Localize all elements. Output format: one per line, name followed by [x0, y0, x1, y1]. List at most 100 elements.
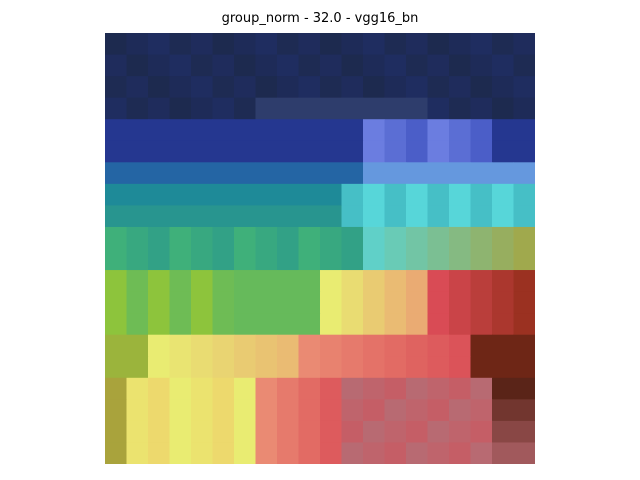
heatmap-cell [234, 248, 256, 271]
heatmap-cell [363, 313, 385, 336]
heatmap-cell [406, 162, 428, 185]
heatmap-cell [470, 248, 493, 271]
heatmap-canvas [105, 33, 535, 464]
heatmap-cell [298, 205, 321, 228]
heatmap-cell [126, 162, 149, 185]
heatmap-cell [169, 248, 192, 271]
heatmap-cell [234, 377, 256, 400]
heatmap-cell [191, 33, 213, 55]
heatmap-cell [126, 140, 149, 163]
heatmap-cell [169, 97, 192, 120]
heatmap-cell [470, 183, 493, 206]
heatmap-cell [406, 140, 428, 163]
heatmap-cell [384, 356, 407, 379]
heatmap-cell [341, 183, 364, 206]
heatmap-cell [148, 313, 170, 336]
heatmap-cell [255, 205, 278, 228]
heatmap-cell [449, 54, 471, 77]
heatmap-cell [212, 248, 235, 271]
heatmap-cell [191, 248, 213, 271]
heatmap-cell [341, 54, 364, 77]
heatmap-cell [341, 420, 364, 443]
heatmap-cell [320, 399, 342, 422]
heatmap-cell [427, 399, 450, 422]
heatmap-cell [492, 399, 514, 422]
heatmap-cell [169, 140, 192, 163]
heatmap-cell [277, 270, 299, 293]
heatmap-cell [406, 54, 428, 77]
heatmap-cell [341, 205, 364, 228]
heatmap-cell [255, 442, 278, 464]
heatmap-cell [298, 54, 321, 77]
heatmap-cell [105, 291, 127, 314]
heatmap-cell [126, 205, 149, 228]
heatmap-cell [427, 248, 450, 271]
heatmap-cell [449, 377, 471, 400]
heatmap-cell [234, 442, 256, 464]
heatmap-cell [255, 248, 278, 271]
heatmap-cell [277, 140, 299, 163]
heatmap-cell [105, 119, 127, 142]
heatmap-cell [126, 54, 149, 77]
heatmap-cell [255, 140, 278, 163]
heatmap-image [105, 33, 535, 464]
heatmap-cell [298, 140, 321, 163]
heatmap-cell [470, 119, 493, 142]
heatmap-cell [277, 33, 299, 55]
heatmap-cell [105, 54, 127, 77]
heatmap-cell [513, 119, 535, 142]
heatmap-cell [320, 183, 342, 206]
heatmap-cell [212, 140, 235, 163]
heatmap-cell [126, 377, 149, 400]
heatmap-cell [234, 270, 256, 293]
heatmap-cell [427, 377, 450, 400]
heatmap-cell [255, 356, 278, 379]
heatmap-cell [191, 356, 213, 379]
heatmap-cell [169, 291, 192, 314]
heatmap-cell [105, 33, 127, 55]
heatmap-cell [298, 97, 321, 120]
heatmap-cell [470, 226, 493, 249]
heatmap-cell [320, 334, 342, 357]
heatmap-cell [126, 76, 149, 99]
heatmap-cell [470, 291, 493, 314]
heatmap-cell [449, 97, 471, 120]
heatmap-cell [148, 270, 170, 293]
heatmap-cell [427, 334, 450, 357]
heatmap-cell [277, 76, 299, 99]
heatmap-cell [191, 226, 213, 249]
heatmap-cell [212, 162, 235, 185]
heatmap-cell [126, 291, 149, 314]
heatmap-cell [255, 119, 278, 142]
heatmap-cell [298, 162, 321, 185]
heatmap-cell [191, 97, 213, 120]
heatmap-cell [148, 54, 170, 77]
heatmap-cell [384, 54, 407, 77]
heatmap-cell [363, 205, 385, 228]
heatmap-cell [492, 291, 514, 314]
heatmap-cell [255, 334, 278, 357]
heatmap-cell [470, 334, 493, 357]
heatmap-cell [427, 76, 450, 99]
heatmap-cell [255, 76, 278, 99]
heatmap-cell [384, 270, 407, 293]
heatmap-cell [384, 248, 407, 271]
heatmap-cell [406, 377, 428, 400]
heatmap-cell [169, 442, 192, 464]
heatmap-cell [427, 270, 450, 293]
heatmap-cell [363, 183, 385, 206]
heatmap-cell [363, 377, 385, 400]
heatmap-cell [148, 399, 170, 422]
heatmap-cell [298, 76, 321, 99]
heatmap-cell [234, 140, 256, 163]
heatmap-cell [234, 399, 256, 422]
heatmap-cell [406, 248, 428, 271]
heatmap-cell [212, 313, 235, 336]
heatmap-cell [470, 76, 493, 99]
heatmap-cell [298, 356, 321, 379]
heatmap-cell [513, 356, 535, 379]
heatmap-cell [255, 162, 278, 185]
heatmap-cell [320, 119, 342, 142]
heatmap-cell [148, 420, 170, 443]
heatmap-cell [513, 162, 535, 185]
